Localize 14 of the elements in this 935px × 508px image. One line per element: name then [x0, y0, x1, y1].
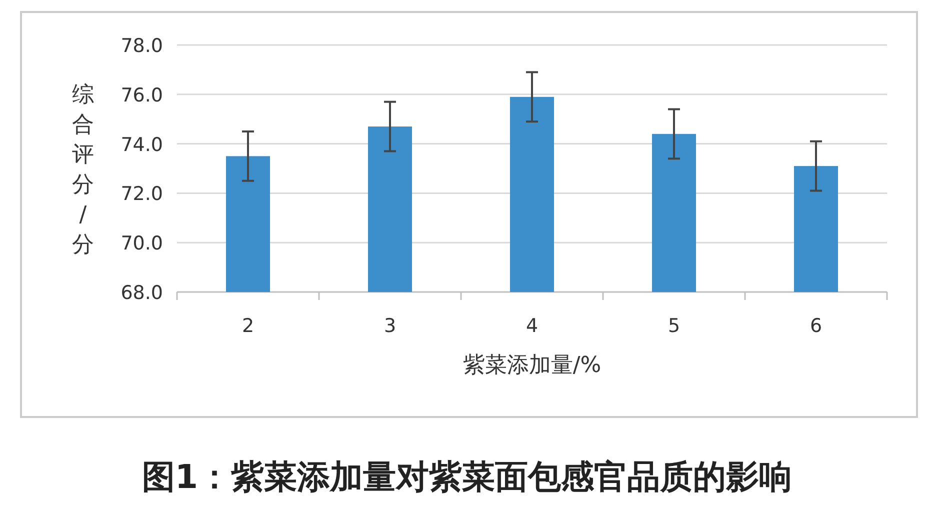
- y-tick-label: 76.0: [120, 84, 163, 106]
- x-tick-label: 2: [242, 315, 254, 337]
- x-tick-label: 4: [526, 315, 538, 337]
- x-tick-label: 3: [384, 315, 396, 337]
- text: 图1：紫菜添加量对紫菜面包感官品质的影响: [142, 457, 792, 496]
- y-tick-label: 68.0: [120, 282, 163, 304]
- y-tick-label: 72.0: [120, 183, 163, 206]
- x-tick-label: 5: [668, 315, 680, 337]
- x-tick-label: 6: [810, 315, 822, 337]
- y-tick-label: 70.0: [120, 232, 163, 255]
- x-axis-title: 紫菜添加量/%: [462, 353, 602, 378]
- y-tick-label: 78.0: [120, 35, 163, 57]
- y-axis-title: 综合评分/分: [72, 82, 94, 258]
- y-tick-label: 74.0: [120, 134, 163, 156]
